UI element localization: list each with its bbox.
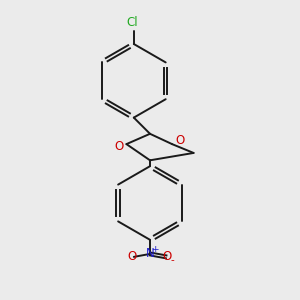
Text: O: O	[163, 250, 172, 263]
Text: +: +	[152, 245, 159, 254]
Text: O: O	[115, 140, 124, 153]
Text: -: -	[171, 255, 175, 265]
Text: O: O	[176, 134, 185, 147]
Text: O: O	[128, 250, 137, 263]
Text: Cl: Cl	[127, 16, 138, 29]
Text: N: N	[146, 248, 154, 260]
